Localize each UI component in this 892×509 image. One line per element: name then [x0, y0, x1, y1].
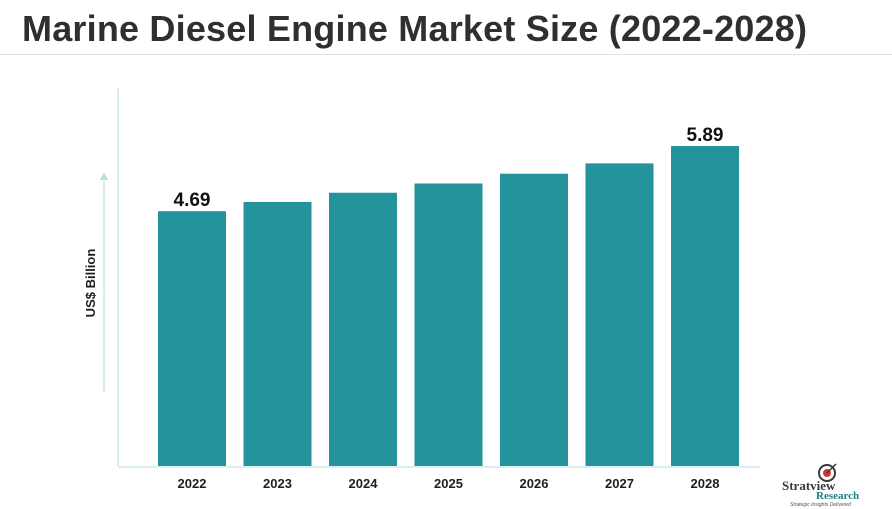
chart-title: Marine Diesel Engine Market Size (2022-2… [22, 8, 808, 49]
title-divider [0, 54, 892, 55]
data-label-2022: 4.69 [174, 190, 211, 211]
bar-2023 [243, 201, 312, 466]
x-tick-label-2023: 2023 [263, 476, 292, 491]
x-tick-label-2025: 2025 [434, 476, 463, 491]
logo-name: Stratview [782, 478, 836, 493]
logo-target-icon [818, 463, 837, 482]
bar-2026 [500, 173, 568, 466]
bar-2027 [585, 163, 654, 466]
y-axis-label: US$ Billion [83, 249, 98, 318]
logo-tagline: Strategic Insights Delivered [790, 502, 851, 508]
bar-2028 [671, 146, 739, 466]
x-tick-label-2028: 2028 [691, 476, 720, 491]
logo-research: Research [816, 490, 860, 502]
data-label-2028: 5.89 [687, 125, 724, 146]
x-tick-label-2026: 2026 [520, 476, 549, 491]
stratview-logo: Stratview Research Strategic Insights De… [782, 462, 882, 508]
y-axis-arrow-head [100, 172, 108, 180]
x-tick-label-2024: 2024 [349, 476, 379, 491]
bar-2025 [414, 183, 483, 467]
bar-2024 [329, 192, 397, 466]
x-tick-label-2027: 2027 [605, 476, 634, 491]
bar-2022 [158, 211, 226, 466]
x-tick-label-2022: 2022 [178, 476, 207, 491]
